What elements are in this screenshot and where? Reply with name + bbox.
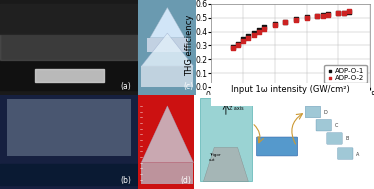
ADP-O-1 bbox=[304, 15, 310, 19]
ADP-O-2 bbox=[282, 21, 288, 24]
ADP-O-2 bbox=[245, 36, 251, 39]
ADP-O-2 bbox=[293, 19, 299, 22]
Text: C: C bbox=[334, 123, 338, 128]
ADP-O-2 bbox=[240, 40, 246, 43]
Bar bbox=[34, 69, 104, 82]
ADP-O-1 bbox=[341, 11, 347, 14]
ADP-O-2 bbox=[235, 44, 241, 47]
ADP-O-1 bbox=[230, 45, 236, 48]
FancyBboxPatch shape bbox=[257, 137, 298, 156]
Bar bbox=[0, 60, 138, 90]
ADP-O-2 bbox=[325, 13, 331, 16]
Polygon shape bbox=[141, 106, 193, 163]
FancyBboxPatch shape bbox=[338, 148, 353, 159]
Text: D: D bbox=[324, 110, 328, 115]
Polygon shape bbox=[200, 98, 252, 181]
ADP-O-1 bbox=[346, 11, 352, 14]
ADP-O-2 bbox=[256, 31, 262, 34]
Legend: ADP-O-1, ADP-O-2: ADP-O-1, ADP-O-2 bbox=[324, 65, 367, 84]
ADP-O-2 bbox=[319, 14, 325, 17]
ADP-O-2 bbox=[335, 12, 341, 15]
Text: Z axis: Z axis bbox=[230, 106, 244, 111]
Bar bbox=[0, 164, 138, 185]
Bar bbox=[141, 66, 193, 87]
ADP-O-1 bbox=[293, 18, 299, 21]
ADP-O-1 bbox=[256, 29, 262, 32]
ADP-O-1 bbox=[245, 34, 251, 37]
Polygon shape bbox=[150, 8, 185, 38]
Text: A: A bbox=[356, 152, 359, 156]
ADP-O-1 bbox=[251, 31, 257, 34]
ADP-O-1 bbox=[235, 43, 241, 46]
ADP-O-2 bbox=[304, 16, 310, 19]
ADP-O-2 bbox=[251, 33, 257, 36]
ADP-O-1 bbox=[272, 22, 278, 25]
Text: Trigor
cut: Trigor cut bbox=[209, 153, 220, 162]
ADP-O-2 bbox=[230, 47, 236, 50]
ADP-O-2 bbox=[261, 27, 267, 30]
ADP-O-2 bbox=[272, 23, 278, 26]
Bar bbox=[141, 163, 193, 184]
Bar bbox=[7, 99, 132, 156]
Text: (c): (c) bbox=[183, 82, 193, 91]
ADP-O-2 bbox=[314, 15, 320, 18]
Bar bbox=[0, 34, 138, 60]
Text: (b): (b) bbox=[120, 176, 131, 185]
Polygon shape bbox=[141, 33, 193, 66]
ADP-O-2 bbox=[346, 10, 352, 13]
FancyBboxPatch shape bbox=[305, 106, 321, 118]
Text: B: B bbox=[345, 136, 349, 141]
Text: (d): (d) bbox=[181, 176, 192, 185]
Y-axis label: THG efficiency: THG efficiency bbox=[185, 15, 194, 76]
ADP-O-2 bbox=[341, 11, 347, 14]
ADP-O-1 bbox=[335, 12, 341, 15]
Text: (a): (a) bbox=[121, 82, 131, 91]
ADP-O-1 bbox=[314, 14, 320, 17]
ADP-O-1 bbox=[325, 13, 331, 16]
ADP-O-1 bbox=[261, 26, 267, 29]
ADP-O-1 bbox=[319, 13, 325, 16]
FancyBboxPatch shape bbox=[316, 119, 331, 131]
Bar bbox=[0, 4, 138, 34]
Polygon shape bbox=[203, 147, 248, 181]
ADP-O-1 bbox=[282, 20, 288, 23]
FancyBboxPatch shape bbox=[327, 133, 342, 144]
Bar bbox=[147, 38, 188, 52]
ADP-O-1 bbox=[240, 38, 246, 41]
Text: Input 1ω intensity (GW/cm²): Input 1ω intensity (GW/cm²) bbox=[232, 85, 350, 94]
